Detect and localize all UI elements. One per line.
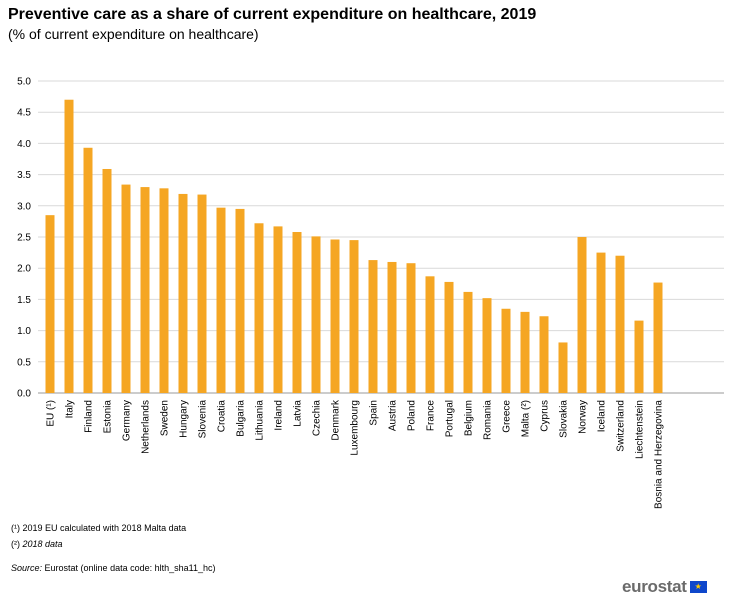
x-tick-label: Estonia (103, 400, 114, 434)
x-tick-label: Lithuania (255, 400, 266, 441)
x-tick-label: Norway (578, 400, 589, 434)
bar (444, 281, 454, 393)
bar (197, 194, 207, 393)
footnote-2: (²) 2018 data (11, 536, 186, 552)
x-tick-label: Poland (407, 400, 418, 431)
y-tick-label: 2.5 (17, 233, 31, 244)
bar (501, 308, 511, 393)
x-tick-label: Ireland (274, 400, 285, 431)
x-tick-label: Latvia (293, 400, 304, 427)
footnote-2-text: 2018 data (22, 539, 63, 549)
x-tick-label: France (426, 400, 437, 432)
bar (216, 207, 226, 393)
bar (235, 208, 245, 393)
bar (254, 223, 264, 393)
bar (349, 240, 359, 393)
chart-title: Preventive care as a share of current ex… (8, 6, 537, 23)
x-tick-label: Switzerland (616, 400, 627, 452)
x-tick-label: Romania (483, 400, 494, 440)
bar (330, 239, 340, 393)
bar (159, 188, 169, 393)
y-tick-label: 5.0 (17, 77, 31, 88)
x-tick-label: Denmark (331, 399, 342, 441)
bar (368, 260, 378, 393)
bar (83, 147, 93, 393)
bar (463, 291, 473, 393)
eu-flag-icon: ★ (689, 581, 707, 593)
x-tick-label: Malta (²) (521, 400, 532, 437)
x-tick-label: EU (¹) (46, 400, 57, 427)
source-line: Source: Eurostat (online data code: hlth… (11, 563, 215, 573)
y-tick-label: 0.0 (17, 389, 31, 400)
y-tick-label: 3.0 (17, 201, 31, 212)
bar (634, 320, 644, 393)
bars (45, 99, 663, 393)
x-tick-label: Bosnia and Herzegovina (654, 400, 665, 509)
bar (425, 276, 435, 393)
x-tick-label: Hungary (179, 400, 190, 438)
bar (64, 99, 74, 393)
x-tick-label: Finland (84, 400, 95, 433)
x-tick-label: Greece (502, 400, 513, 433)
y-tick-label: 4.0 (17, 139, 31, 150)
footnote-2-marker: (²) (11, 539, 23, 549)
bar (273, 226, 283, 393)
gridlines (38, 80, 724, 394)
bar (45, 215, 55, 393)
x-tick-label: Austria (388, 400, 399, 432)
bar (140, 187, 150, 393)
x-axis-tick-labels: EU (¹) Italy Finland Estonia Germany Netherla… (46, 399, 665, 509)
source-label: Source: (11, 563, 43, 573)
x-tick-label: Slovenia (198, 400, 209, 439)
x-tick-label: Slovakia (559, 400, 570, 438)
x-tick-label: Italy (65, 400, 76, 418)
y-tick-label: 3.5 (17, 170, 31, 181)
x-tick-label: Luxembourg (350, 400, 361, 456)
bar (577, 237, 587, 393)
x-tick-label: Sweden (160, 400, 171, 436)
x-tick-label: Czechia (312, 400, 323, 437)
x-tick-label: Croatia (217, 400, 228, 433)
y-axis-tick-labels: 0.0 0.5 1.0 1.5 2.0 2.5 3.0 3.5 4.0 4.5 5.0 (17, 77, 31, 400)
x-tick-label: Germany (122, 400, 133, 441)
bar (615, 255, 625, 393)
x-tick-label: Liechtenstein (635, 400, 646, 459)
eurostat-logo: eurostat ★ (622, 577, 707, 596)
star-icon: ★ (694, 582, 702, 591)
bar (539, 316, 549, 393)
bar (482, 298, 492, 393)
y-tick-label: 4.5 (17, 108, 31, 119)
bar (520, 311, 530, 393)
bar (102, 168, 112, 393)
x-tick-label: Netherlands (141, 400, 152, 454)
x-tick-label: Belgium (464, 400, 475, 436)
bar (406, 263, 416, 393)
footnotes: (¹) 2019 EU calculated with 2018 Malta d… (11, 520, 186, 552)
y-tick-label: 1.5 (17, 295, 31, 306)
y-tick-label: 0.5 (17, 357, 31, 368)
x-tick-label: Bulgaria (236, 400, 247, 437)
y-tick-label: 1.0 (17, 326, 31, 337)
bar (387, 261, 397, 393)
bar (558, 342, 568, 393)
chart-subtitle: (% of current expenditure on healthcare) (8, 26, 259, 42)
logo-text: eurostat (622, 577, 687, 596)
bar (121, 184, 131, 393)
bar (311, 236, 321, 393)
source-text: Eurostat (online data code: hlth_sha11_h… (42, 563, 216, 573)
bar-chart: 0.0 0.5 1.0 1.5 2.0 2.5 3.0 3.5 4.0 4.5 5.0 EU (¹)… (17, 77, 724, 509)
bar (596, 252, 606, 393)
x-tick-label: Cyprus (540, 400, 551, 432)
x-tick-label: Iceland (597, 400, 608, 432)
x-tick-label: Spain (369, 400, 380, 426)
y-tick-label: 2.0 (17, 264, 31, 275)
x-tick-label: Portugal (445, 400, 456, 437)
bar (292, 232, 302, 393)
bar (178, 193, 188, 393)
footnote-1: (¹) 2019 EU calculated with 2018 Malta d… (11, 523, 187, 533)
bar (653, 282, 663, 393)
